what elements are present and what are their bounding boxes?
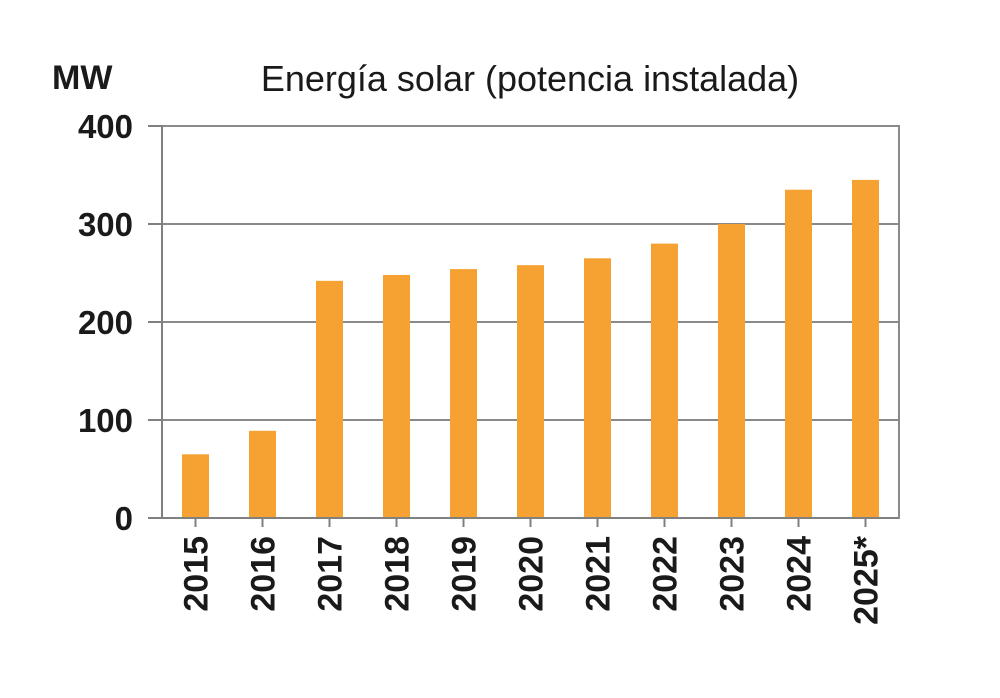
y-axis-tick-label: 400 bbox=[78, 108, 133, 145]
bar-2018 bbox=[383, 274, 410, 518]
x-axis-tick-label: 2020 bbox=[513, 536, 551, 612]
bar-2017 bbox=[316, 280, 343, 518]
x-axis-tick-label: 2017 bbox=[312, 536, 350, 612]
y-axis-tick-label: 100 bbox=[78, 402, 133, 439]
x-axis-tick-label: 2016 bbox=[245, 536, 283, 612]
chart-title: Energía solar (potencia instalada) bbox=[261, 58, 799, 99]
bar-2015 bbox=[182, 454, 209, 518]
x-axis-tick-label: 2024 bbox=[781, 536, 819, 612]
x-axis-tick-label: 2019 bbox=[446, 536, 484, 612]
bar-2016 bbox=[249, 430, 276, 518]
x-axis-tick-label: 2025* bbox=[848, 535, 886, 625]
y-axis-tick-label: 0 bbox=[115, 500, 133, 537]
x-axis-tick-label: 2018 bbox=[379, 536, 417, 612]
y-axis-tick-label: 300 bbox=[78, 206, 133, 243]
y-axis-tick-label: 200 bbox=[78, 304, 133, 341]
x-axis-tick-label: 2021 bbox=[580, 536, 618, 612]
bar-2020 bbox=[517, 265, 544, 518]
y-axis-tick-labels: 0 100 200 300 400 bbox=[78, 108, 162, 537]
bar-2025* bbox=[852, 179, 879, 518]
bar-2023 bbox=[718, 224, 745, 518]
bar-2022 bbox=[651, 243, 678, 518]
bar-2024 bbox=[785, 189, 812, 518]
bars bbox=[182, 179, 879, 518]
x-axis-tick-label: 2023 bbox=[714, 536, 752, 612]
bar-2021 bbox=[584, 258, 611, 518]
x-axis-tick-labels: 2015 2016 2017 2018 2019 2020 2021 2022 2023 2024… bbox=[178, 518, 886, 625]
y-axis-unit-label: MW bbox=[52, 59, 113, 97]
bar-2019 bbox=[450, 269, 477, 518]
x-axis-tick-label: 2022 bbox=[647, 536, 685, 612]
axes-frame bbox=[148, 125, 900, 519]
x-axis-tick-label: 2015 bbox=[178, 536, 216, 612]
